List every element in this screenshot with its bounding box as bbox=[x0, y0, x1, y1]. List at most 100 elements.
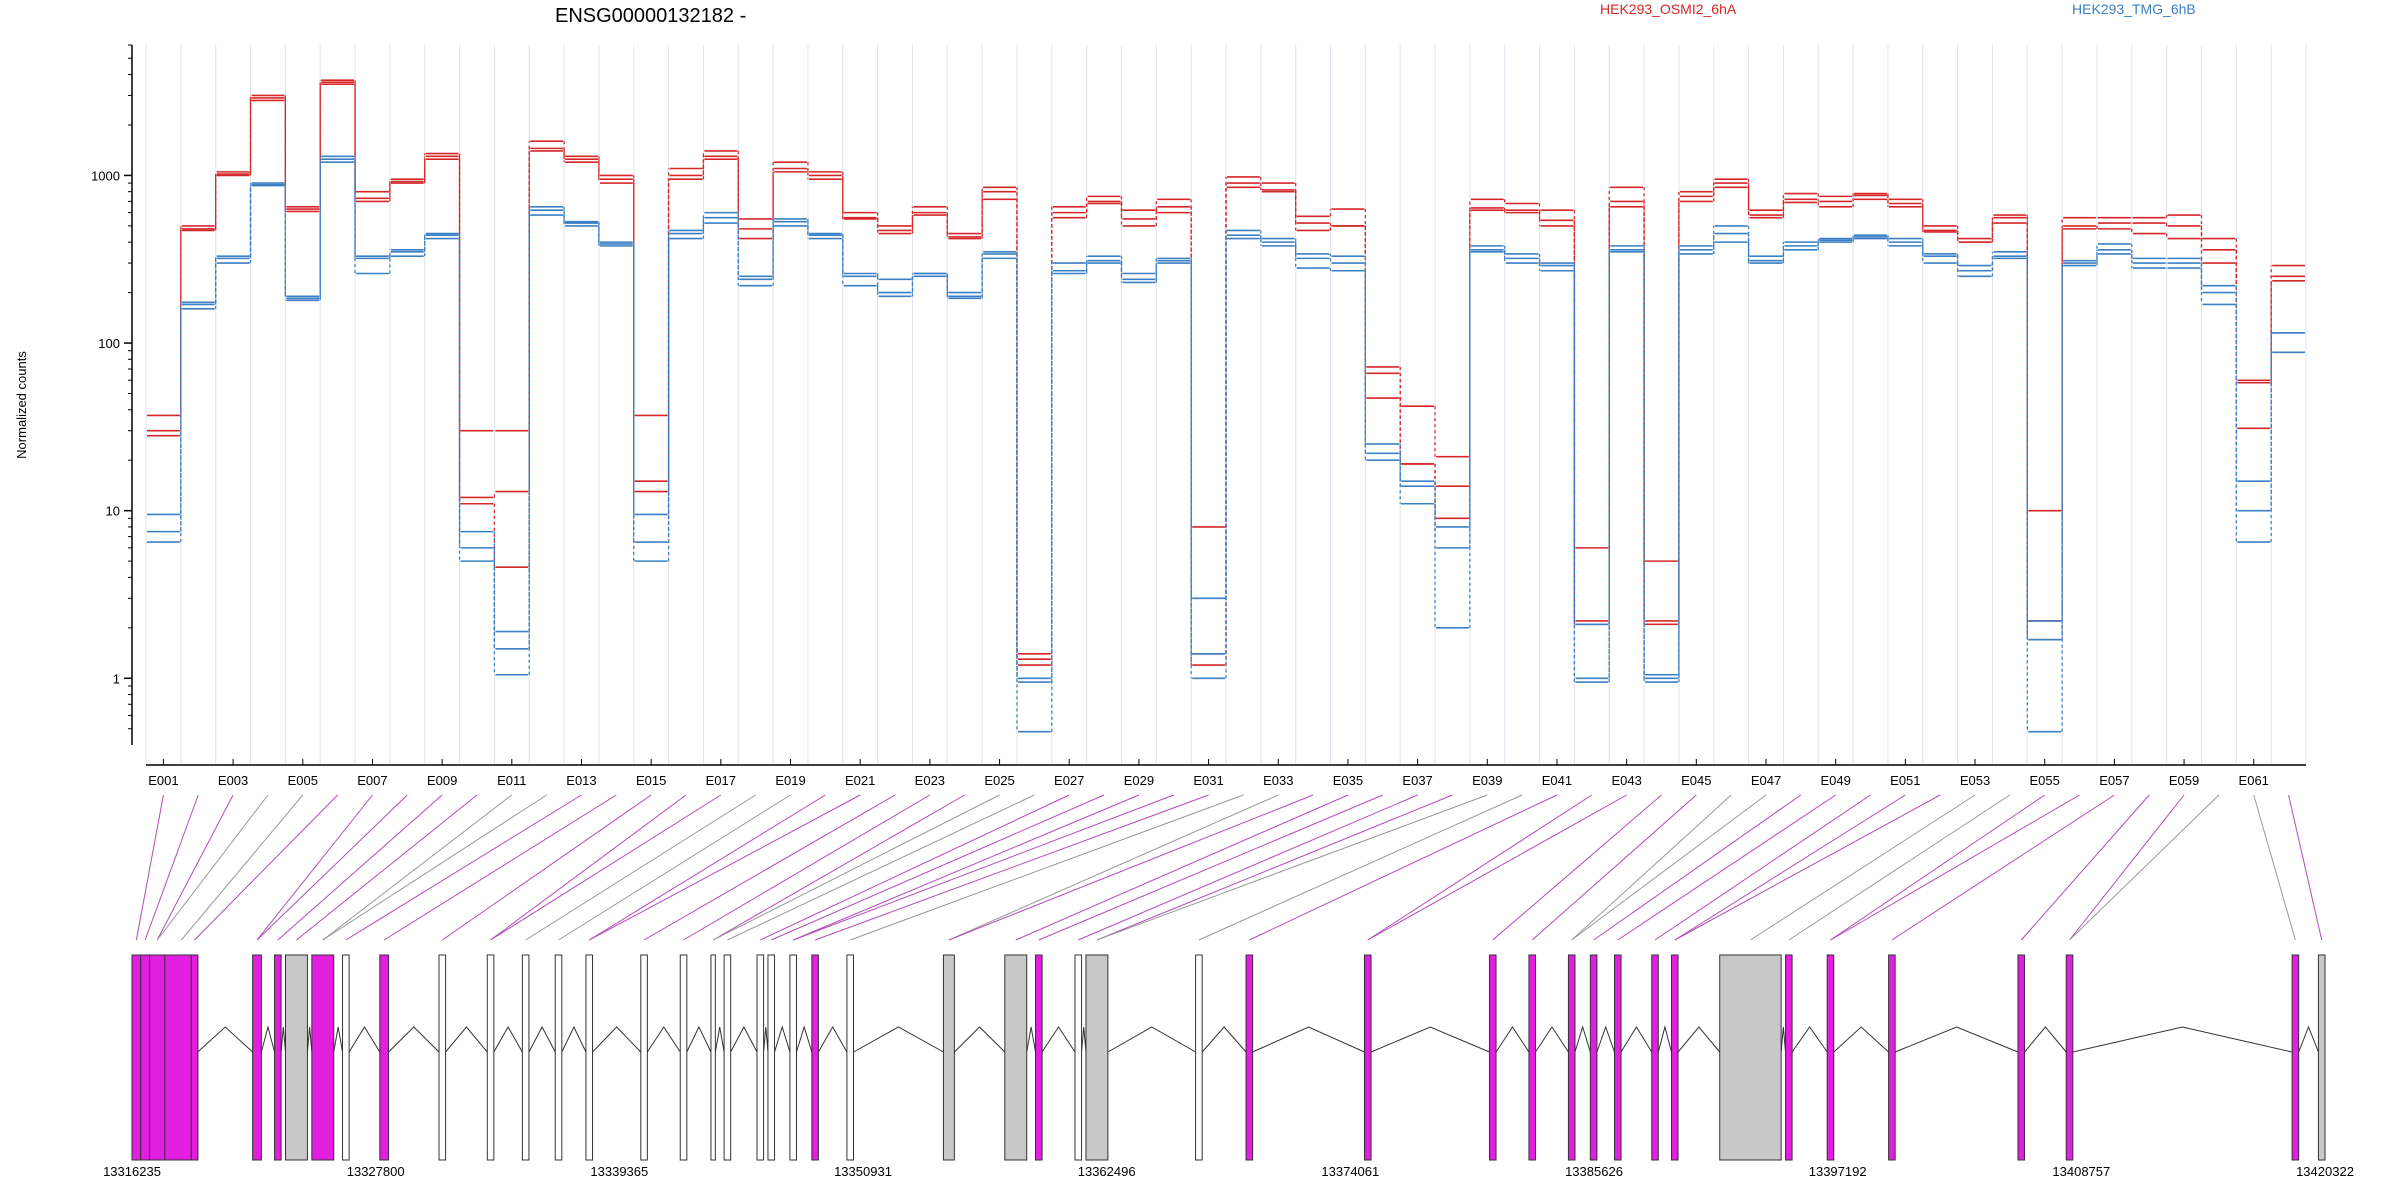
coordinate-label: 13420322 bbox=[2296, 1164, 2354, 1179]
exon-connector bbox=[1367, 794, 1627, 941]
gene-exon bbox=[846, 954, 854, 1161]
exon-label: E045 bbox=[1681, 773, 1711, 788]
exon-connector bbox=[322, 794, 513, 941]
exon-label: E041 bbox=[1542, 773, 1572, 788]
gene-exon bbox=[1785, 954, 1793, 1161]
gene-exon bbox=[1888, 954, 1896, 1161]
exon-connector bbox=[712, 794, 965, 941]
intron bbox=[817, 1025, 848, 1053]
gene-exon bbox=[2017, 954, 2026, 1161]
exon-connector bbox=[1788, 794, 2011, 941]
intron bbox=[1201, 1026, 1247, 1053]
intron bbox=[1791, 1026, 1828, 1053]
gene-exon bbox=[252, 954, 262, 1161]
exon-label: E005 bbox=[288, 773, 318, 788]
exon-connector bbox=[490, 794, 722, 941]
exon-connector bbox=[2020, 794, 2150, 941]
gene-exon bbox=[1651, 954, 1659, 1161]
intron bbox=[2298, 1025, 2319, 1053]
exon-connector bbox=[760, 794, 1070, 941]
gene-exon bbox=[342, 954, 350, 1161]
y-axis: 1 10 100 1000 bbox=[91, 44, 133, 745]
intron bbox=[1495, 1026, 1530, 1053]
exon-connector bbox=[1571, 794, 1767, 941]
exon-label: E047 bbox=[1751, 773, 1781, 788]
intron bbox=[1107, 1026, 1196, 1053]
intron bbox=[1677, 1026, 1721, 1053]
intron bbox=[197, 1026, 253, 1053]
exon-connector bbox=[588, 794, 826, 941]
exon-connector bbox=[156, 794, 269, 941]
gene-exon bbox=[2291, 954, 2300, 1161]
intron bbox=[561, 1025, 587, 1053]
gene-exon bbox=[2065, 954, 2074, 1161]
gene-exon bbox=[1085, 954, 1109, 1161]
exon-connector bbox=[1593, 794, 1802, 941]
exon-connectors bbox=[135, 794, 2323, 941]
gene-exon bbox=[1074, 954, 1083, 1161]
exon-connector bbox=[1015, 794, 1349, 941]
exon-label: E019 bbox=[775, 773, 805, 788]
exon-connector bbox=[442, 794, 652, 941]
exon-connector bbox=[683, 794, 931, 941]
intron bbox=[954, 1026, 1006, 1053]
exon-label: E001 bbox=[148, 773, 178, 788]
gene-exon bbox=[767, 954, 776, 1161]
intron bbox=[333, 1026, 344, 1053]
gene-exon bbox=[1826, 954, 1835, 1161]
gene-exon bbox=[756, 954, 765, 1161]
exon-label: E039 bbox=[1472, 773, 1502, 788]
exon-label: E057 bbox=[2099, 773, 2129, 788]
intron bbox=[1657, 1025, 1672, 1053]
exon-connector bbox=[1654, 794, 1871, 941]
exon-connector bbox=[180, 794, 304, 941]
exon-connector bbox=[1096, 794, 1453, 941]
intron bbox=[528, 1025, 556, 1053]
gene-exon bbox=[942, 954, 955, 1161]
exon-connector bbox=[1674, 794, 1906, 941]
exon-connector bbox=[1830, 794, 2045, 941]
gene-exon bbox=[149, 954, 166, 1161]
exon-connector bbox=[1531, 794, 1697, 941]
coordinate-label: 13397192 bbox=[1809, 1164, 1867, 1179]
intron bbox=[493, 1025, 523, 1053]
y-axis-label: Normalized counts bbox=[14, 351, 29, 459]
gene-exon bbox=[554, 954, 563, 1161]
coordinate-label: 13350931 bbox=[834, 1164, 892, 1179]
coordinate-label: 13327800 bbox=[347, 1164, 405, 1179]
gene-model bbox=[131, 954, 2326, 1161]
gene-exon bbox=[1195, 954, 1203, 1161]
exon-label: E043 bbox=[1611, 773, 1641, 788]
intron bbox=[2024, 1026, 2067, 1053]
exon-connector bbox=[2069, 794, 2185, 941]
exon-connector bbox=[1096, 794, 1488, 941]
exon-label: E009 bbox=[427, 773, 457, 788]
intron bbox=[388, 1026, 440, 1053]
gene-exon bbox=[1363, 954, 1372, 1161]
exon-connector bbox=[1198, 794, 1523, 941]
gene-exon bbox=[311, 954, 335, 1161]
intron bbox=[686, 1025, 712, 1053]
intron bbox=[445, 1026, 488, 1053]
coordinate-label: 13362496 bbox=[1078, 1164, 1136, 1179]
exon-connector bbox=[296, 794, 478, 941]
intron bbox=[646, 1026, 681, 1053]
intron bbox=[1535, 1026, 1569, 1053]
exon-connector bbox=[322, 794, 547, 941]
exon-label: E061 bbox=[2239, 773, 2269, 788]
exon-connector bbox=[1750, 794, 1976, 941]
exon-connector bbox=[2069, 794, 2220, 941]
coordinate-label: 13408757 bbox=[2052, 1164, 2110, 1179]
exon-label: E021 bbox=[845, 773, 875, 788]
gene-exon bbox=[1245, 954, 1254, 1161]
exon-connector bbox=[2253, 794, 2296, 941]
gene-exon bbox=[131, 954, 142, 1161]
exon-connector bbox=[792, 794, 1140, 941]
coordinate-label: 13385626 bbox=[1565, 1164, 1623, 1179]
exon-connector bbox=[1830, 794, 2080, 941]
exon-connector bbox=[1617, 794, 1836, 941]
exon-connector bbox=[948, 794, 1314, 941]
exon-connector bbox=[277, 794, 443, 941]
exon-connector bbox=[643, 794, 896, 941]
